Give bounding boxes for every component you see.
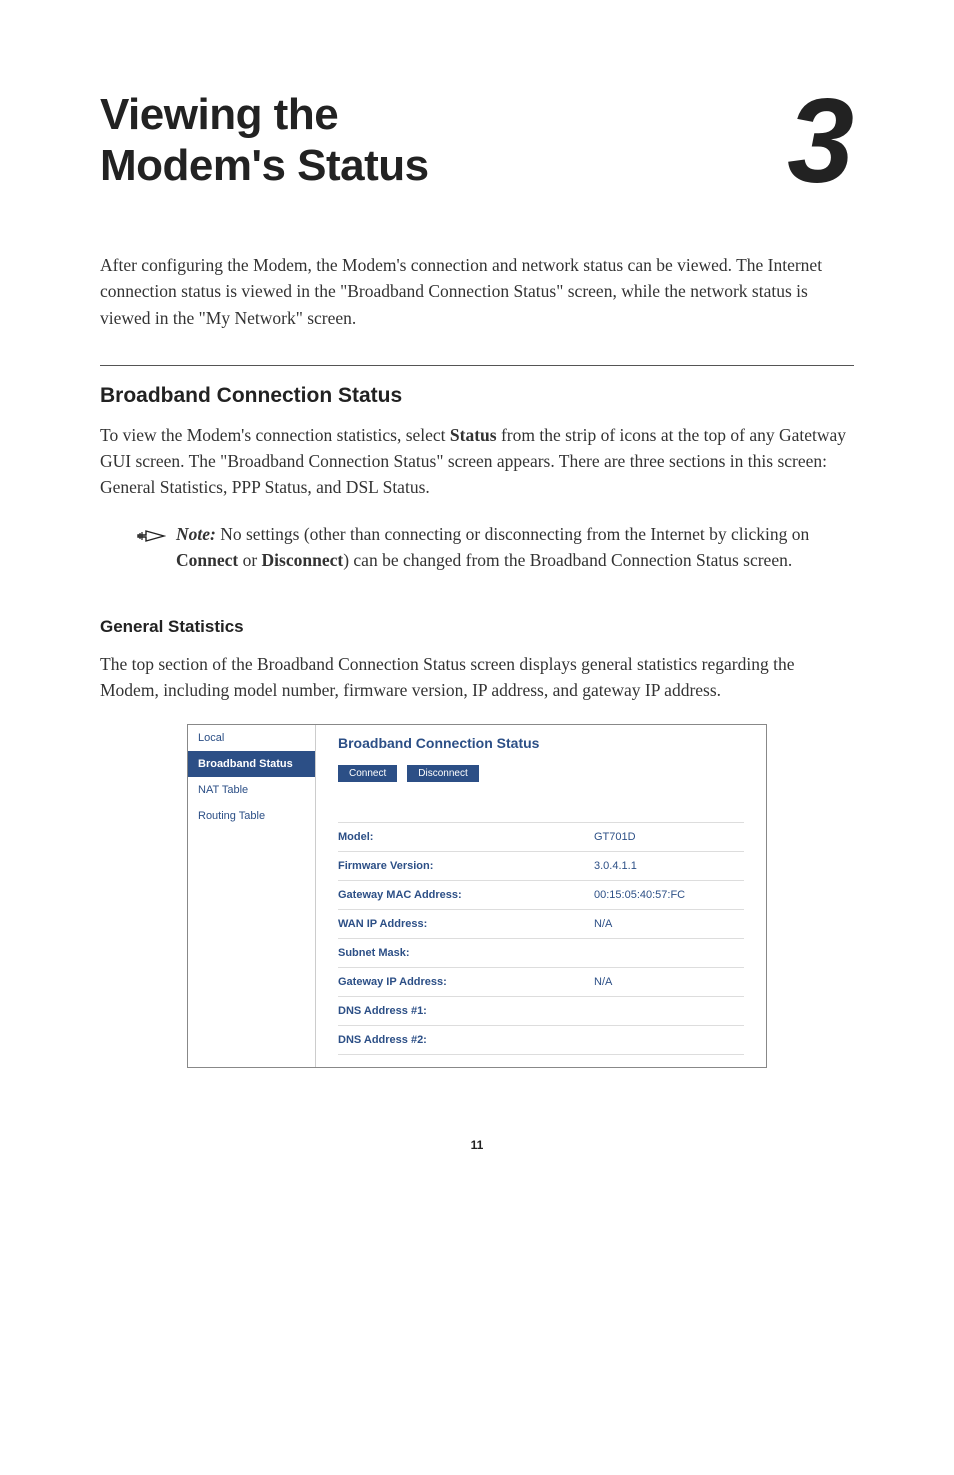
note-text: Note: No settings (other than connecting… [176, 521, 854, 574]
page-number: 11 [100, 1138, 854, 1152]
section1-paragraph: To view the Modem's connection statistic… [100, 422, 854, 501]
table-row: Gateway MAC Address:00:15:05:40:57:FC [338, 881, 744, 910]
row-key: DNS Address #1: [338, 1005, 594, 1017]
note-label: Note: [176, 524, 216, 544]
intro-paragraph: After configuring the Modem, the Modem's… [100, 252, 854, 331]
table-row: Gateway IP Address:N/A [338, 968, 744, 997]
para-bold-status: Status [450, 425, 497, 445]
row-val: N/A [594, 918, 744, 930]
sidebar-item-local[interactable]: Local [188, 725, 315, 751]
row-val: 00:15:05:40:57:FC [594, 889, 744, 901]
screenshot-wrapper: Local Broadband Status NAT Table Routing… [100, 724, 854, 1068]
chapter-title-row: Viewing the Modem's Status 3 [100, 90, 854, 192]
section-divider [100, 365, 854, 366]
para-text: To view the Modem's connection statistic… [100, 425, 450, 445]
sidebar-item-broadband-status[interactable]: Broadband Status [188, 751, 315, 777]
row-val [594, 1034, 744, 1046]
note-text-part: ) can be changed from the Broadband Conn… [343, 550, 792, 570]
screenshot-sidebar: Local Broadband Status NAT Table Routing… [188, 725, 316, 1067]
disconnect-button[interactable]: Disconnect [407, 765, 478, 782]
note-bold-connect: Connect [176, 550, 238, 570]
section2-paragraph: The top section of the Broadband Connect… [100, 651, 854, 704]
status-screenshot: Local Broadband Status NAT Table Routing… [187, 724, 767, 1068]
chapter-title: Viewing the Modem's Status [100, 90, 429, 191]
row-key: Gateway MAC Address: [338, 889, 594, 901]
subsection-heading-general-stats: General Statistics [100, 617, 854, 637]
table-row: Firmware Version:3.0.4.1.1 [338, 852, 744, 881]
note-text-part: No settings (other than connecting or di… [216, 524, 809, 544]
table-row: DNS Address #2: [338, 1026, 744, 1055]
title-line2: Modem's Status [100, 141, 429, 190]
table-row: Subnet Mask: [338, 939, 744, 968]
row-val: 3.0.4.1.1 [594, 860, 744, 872]
title-line1: Viewing the [100, 90, 338, 139]
row-key: Subnet Mask: [338, 947, 594, 959]
row-val [594, 947, 744, 959]
screenshot-button-row: Connect Disconnect [338, 765, 744, 782]
note-bold-disconnect: Disconnect [262, 550, 344, 570]
screenshot-title: Broadband Connection Status [338, 735, 744, 751]
table-row: Model:GT701D [338, 823, 744, 852]
row-key: DNS Address #2: [338, 1034, 594, 1046]
row-val: N/A [594, 976, 744, 988]
screenshot-main: Broadband Connection Status Connect Disc… [316, 725, 766, 1067]
sidebar-item-routing-table[interactable]: Routing Table [188, 803, 315, 829]
row-key: WAN IP Address: [338, 918, 594, 930]
note-hand-icon [136, 525, 166, 552]
row-key: Model: [338, 831, 594, 843]
note-text-part: or [238, 550, 261, 570]
connect-button[interactable]: Connect [338, 765, 397, 782]
section-heading-broadband: Broadband Connection Status [100, 384, 854, 408]
row-val: GT701D [594, 831, 744, 843]
row-val [594, 1005, 744, 1017]
table-row: DNS Address #1: [338, 997, 744, 1026]
table-row: WAN IP Address:N/A [338, 910, 744, 939]
status-table: Model:GT701D Firmware Version:3.0.4.1.1 … [338, 822, 744, 1055]
note-callout: Note: No settings (other than connecting… [136, 521, 854, 574]
sidebar-item-nat-table[interactable]: NAT Table [188, 777, 315, 803]
chapter-number: 3 [787, 90, 854, 192]
row-key: Gateway IP Address: [338, 976, 594, 988]
row-key: Firmware Version: [338, 860, 594, 872]
